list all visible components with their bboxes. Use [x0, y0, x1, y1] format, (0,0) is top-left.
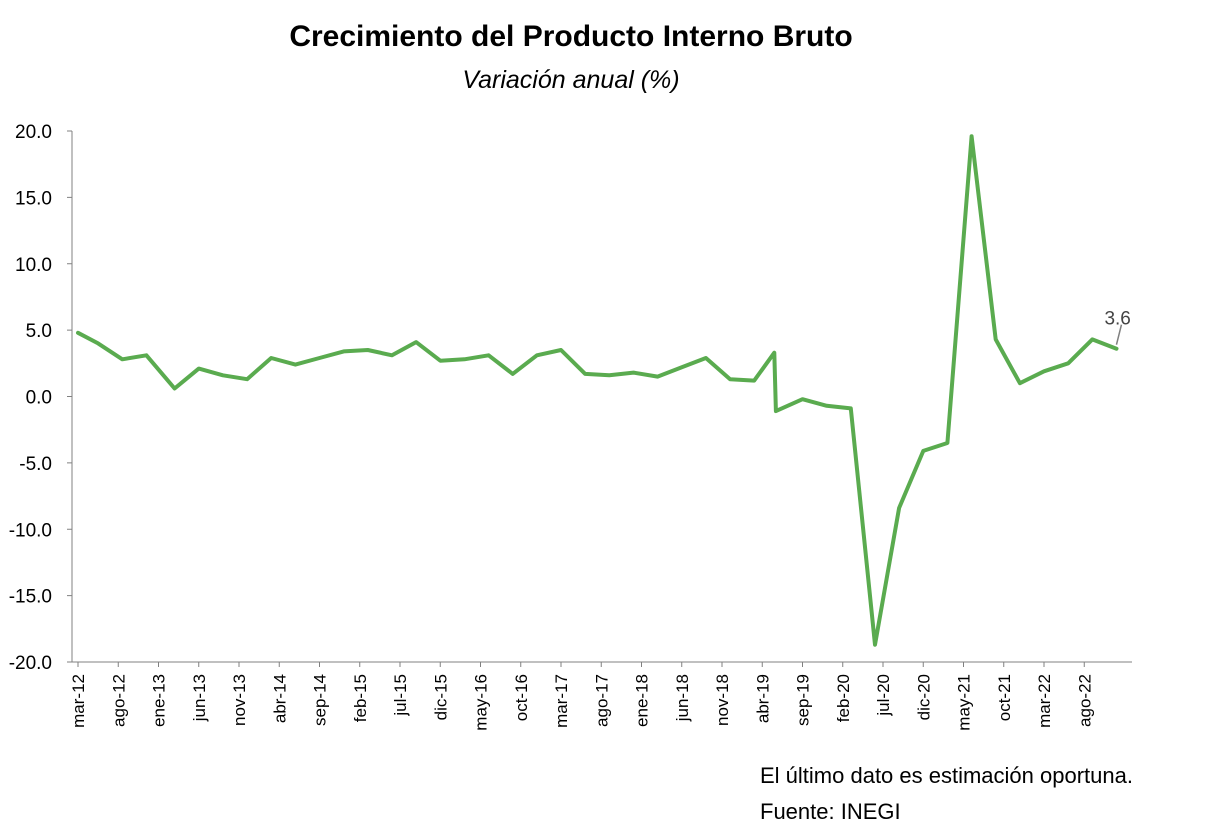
x-tick-label: may-16 [472, 674, 491, 731]
estimate-note: El último dato es estimación oportuna. [760, 763, 1133, 788]
x-tick-label: oct-21 [995, 674, 1014, 721]
y-tick-label: -10.0 [9, 520, 52, 541]
x-tick-label: ene-13 [150, 674, 169, 727]
x-tick-label: jun-18 [673, 674, 692, 722]
data-label-leader [1115, 324, 1123, 345]
y-tick-label: 15.0 [15, 188, 52, 209]
chart-subtitle: Variación anual (%) [462, 66, 680, 94]
x-tick-label: feb-20 [834, 674, 853, 722]
x-tick-label: nov-18 [713, 674, 732, 726]
x-axis: mar-12 ago-12 ene-13 jun-13 nov-13 abr-14 sep-… [69, 661, 1132, 731]
x-tick-label: ago-12 [109, 674, 128, 727]
y-tick-label: 5.0 [26, 321, 52, 342]
x-tick-label: sep-19 [794, 674, 813, 726]
x-tick-label: ago-17 [592, 674, 611, 727]
x-tick-label: abr-14 [270, 674, 289, 723]
x-tick-label: abr-19 [753, 674, 772, 723]
x-tick-label: feb-15 [351, 674, 370, 722]
y-tick-label: -15.0 [9, 587, 52, 608]
x-tick-label: may-21 [955, 674, 974, 731]
x-tick-label: jul-15 [391, 674, 410, 717]
x-tick-label: nov-13 [230, 674, 249, 726]
source-note: Fuente: INEGI [760, 799, 901, 824]
x-tick-label: mar-12 [69, 674, 88, 728]
chart-title: Crecimiento del Producto Interno Bruto [289, 20, 853, 53]
x-tick-label: mar-17 [552, 674, 571, 728]
y-axis: 20.0 15.0 10.0 5.0 0.0 -5.0 -10.0 -15.0 -20.0 [9, 122, 73, 674]
y-tick-label: 10.0 [15, 255, 52, 276]
x-tick-label: oct-16 [512, 674, 531, 721]
series-layer [76, 134, 1119, 647]
x-tick-label: dic-15 [431, 674, 450, 720]
x-tick-label: dic-20 [914, 674, 933, 720]
x-tick-label: jun-13 [190, 674, 209, 722]
series-line [76, 134, 1119, 647]
last-value-label: 3.6 [1104, 309, 1130, 330]
x-tick-label: mar-22 [1035, 674, 1054, 728]
x-tick-label: ene-18 [633, 674, 652, 727]
y-tick-label: 0.0 [26, 388, 52, 409]
y-tick-label: 20.0 [15, 122, 52, 143]
y-tick-label: -5.0 [19, 454, 52, 475]
data-label-layer: 3.6 [1104, 309, 1131, 345]
x-tick-label: sep-14 [311, 674, 330, 726]
x-tick-label: ago-22 [1075, 674, 1094, 727]
y-tick-label: -20.0 [9, 653, 52, 674]
x-tick-label: jul-20 [874, 674, 893, 717]
